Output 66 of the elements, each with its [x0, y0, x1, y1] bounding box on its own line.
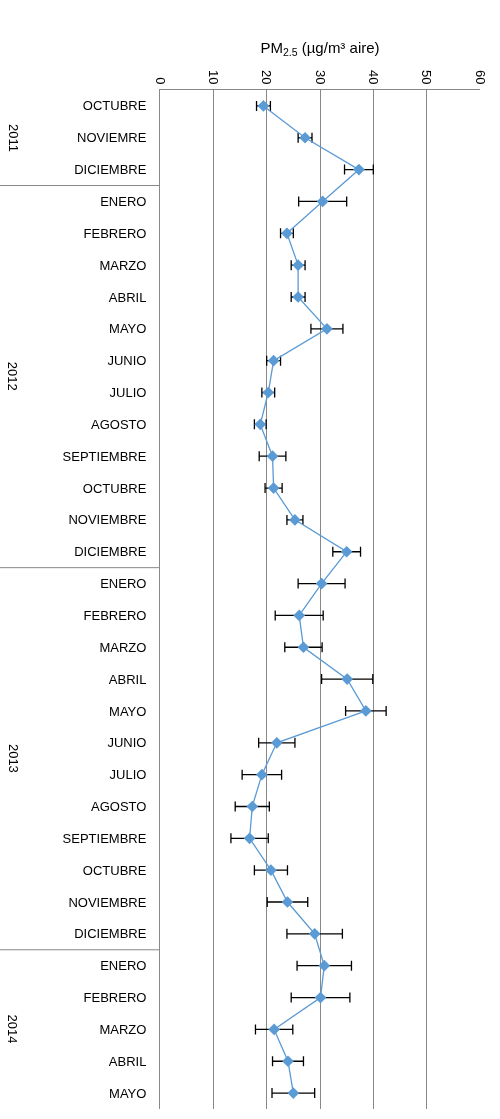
y-tick-label: MAYO — [109, 1085, 147, 1101]
point — [293, 609, 306, 622]
point — [340, 545, 353, 558]
point — [268, 1023, 280, 1036]
x-tick-label: 30 — [312, 69, 328, 85]
y-tick-label: JULIO — [109, 767, 147, 783]
y-tick-label: MARZO — [99, 639, 147, 655]
point — [282, 1055, 294, 1068]
point — [360, 705, 372, 717]
point — [315, 577, 328, 590]
y-tick-label: ABRIL — [108, 671, 147, 687]
text: 2012 — [5, 361, 21, 391]
x-tick-label: 20 — [259, 69, 275, 85]
y-tick-label: NOVIEMBRE — [68, 894, 147, 910]
y-tick-label: ENERO — [100, 576, 147, 592]
point — [341, 673, 354, 685]
y-tick-label: OCTUBRE — [82, 98, 147, 114]
x-tick-label: 0 — [152, 77, 168, 85]
y-tick-label: DICIEMBRE — [74, 926, 147, 942]
x-tick-label: 10 — [206, 69, 222, 85]
y-tick-label: SEPTIEMBRE — [62, 830, 147, 846]
y-tick-label: MARZO — [99, 257, 147, 273]
text: 2011 — [5, 123, 21, 152]
y-tick-label: OCTUBRE — [82, 862, 147, 878]
y-tick-label: MAYO — [109, 703, 147, 719]
point — [316, 195, 329, 208]
y-tick-label: JULIO — [109, 385, 147, 401]
y-tick-label: MAYO — [109, 321, 147, 337]
x-tick-label: 50 — [419, 69, 435, 85]
y-tick-label: NOVIEMRE — [77, 130, 147, 146]
y-tick-label: ENERO — [100, 958, 147, 974]
text: 2014 — [5, 1014, 21, 1044]
y-tick-label: FEBRERO — [83, 607, 147, 623]
x-tick-label: 40 — [366, 69, 382, 85]
point — [265, 864, 277, 877]
point — [308, 928, 321, 940]
point — [270, 736, 283, 749]
point — [287, 1087, 300, 1099]
y-tick-label: DICIEMBRE — [74, 544, 147, 560]
y-tick-label: JUNIO — [107, 735, 147, 751]
point — [246, 800, 259, 813]
y-tick-label: MARZO — [99, 1021, 147, 1037]
point — [243, 832, 256, 845]
y-tick-label: JUNIO — [107, 353, 147, 369]
point — [256, 768, 268, 781]
x-axis-title: PM$_{2.5}$ (µg/m³ aire) — [260, 39, 380, 59]
point — [321, 322, 333, 335]
point — [318, 959, 331, 972]
point — [281, 896, 294, 908]
point — [297, 641, 310, 654]
y-tick-label: OCTUBRE — [82, 480, 147, 496]
y-tick-label: FEBRERO — [83, 990, 147, 1006]
y-tick-label: ENERO — [100, 194, 147, 209]
y-tick-label: AGOSTO — [91, 416, 147, 432]
y-tick-label: ABRIL — [108, 289, 147, 305]
y-tick-label: FEBRERO — [83, 225, 147, 241]
point — [353, 163, 365, 176]
point — [314, 991, 327, 1004]
text: 2013 — [5, 743, 21, 773]
y-tick-label: SEPTIEMBRE — [62, 448, 147, 464]
y-tick-label: AGOSTO — [91, 799, 147, 815]
y-tick-label: DICIEMBRE — [74, 162, 147, 178]
x-tick-label: 60 — [472, 69, 488, 85]
y-tick-label: ABRIL — [108, 1053, 147, 1069]
y-tick-label: NOVIEMBRE — [68, 512, 147, 528]
point — [266, 450, 279, 463]
